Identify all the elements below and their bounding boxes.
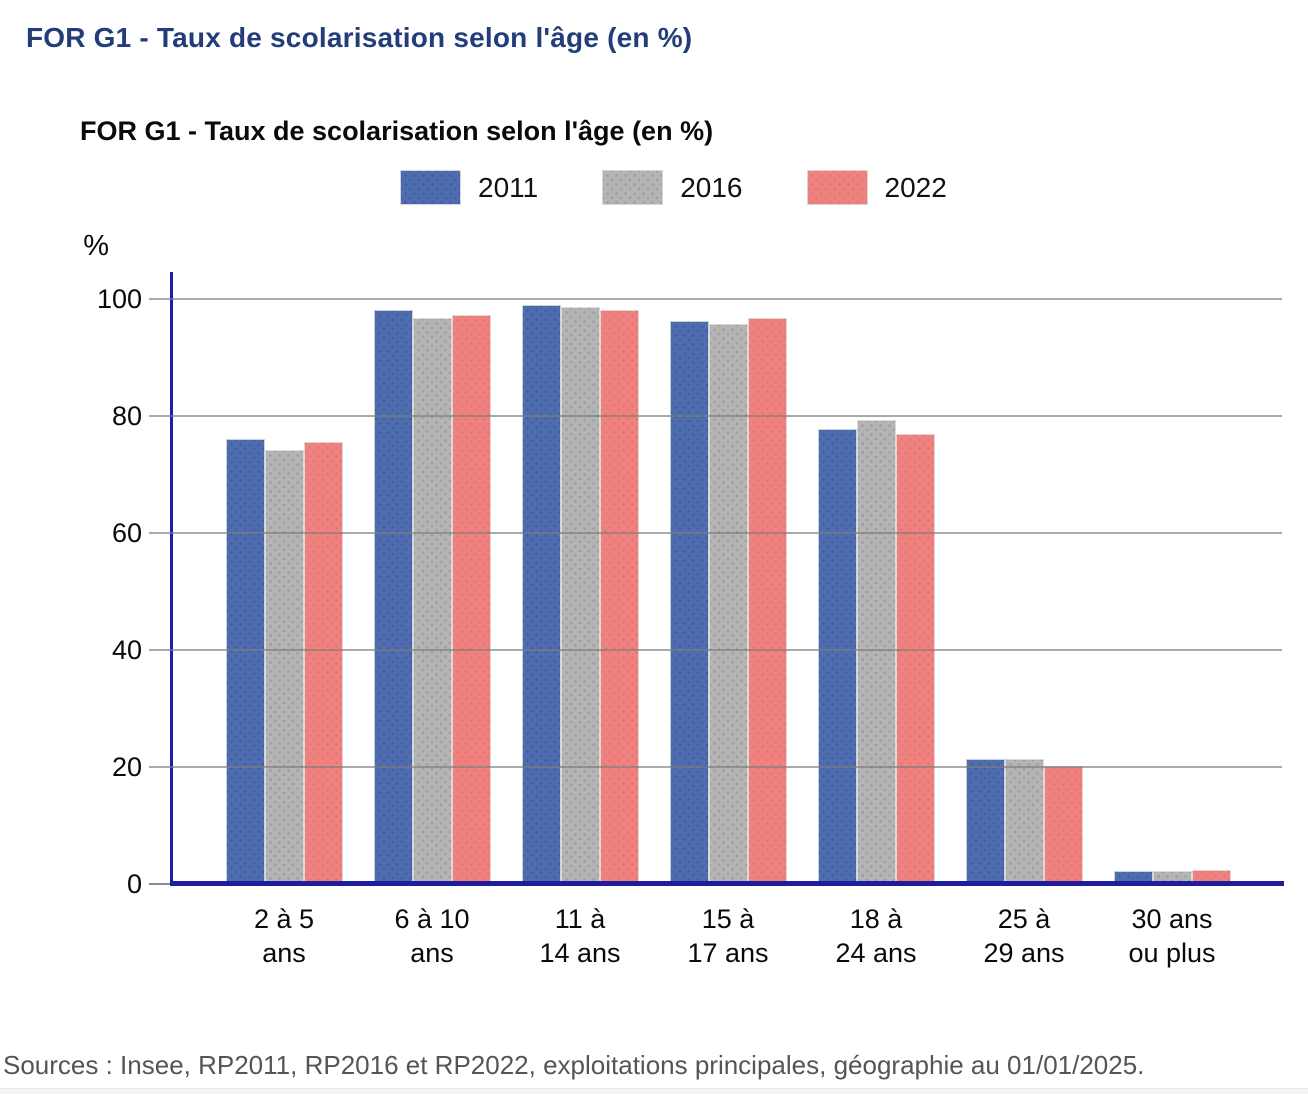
bottom-edge-strip [0,1088,1308,1094]
x-label-line: ou plus [1128,938,1216,968]
y-tick-label-0: 0 [126,869,142,899]
x-axis-line [170,881,1284,886]
gridline-100 [149,298,1282,300]
x-label-line: 2 à 5 [253,904,315,934]
y-tick-label-40: 40 [111,635,142,665]
bar-2011-group-5 [817,428,857,884]
source-text: Sources : Insee, RP2011, RP2016 et RP202… [3,1050,1145,1080]
bar-2022-group-4 [747,318,787,884]
x-label-line: 14 ans [539,938,621,968]
bar-group-6 [950,758,1098,884]
y-tick-label-100: 100 [96,284,142,314]
legend-swatch-2016 [602,170,664,205]
x-label-line: 18 à [849,904,903,934]
bar-2011-group-3 [521,304,561,884]
bar-group-4 [654,318,802,884]
x-axis-labels: 2 à 5 ans 6 à 10 ans 11 à 14 ans 15 à 17 ans 18 … [173,902,1284,970]
x-label-line: 30 ans [1131,904,1213,934]
chart-legend: 2011 2016 2022 [400,170,947,205]
bar-2022-group-3 [599,310,639,884]
bar-2022-group-6 [1043,766,1083,884]
x-label-line: 6 à 10 [394,904,470,934]
gridline-20 [149,766,1282,768]
legend-label-2016: 2016 [680,171,743,203]
x-label-line: 15 à [701,904,755,934]
legend-swatch-2011 [400,170,461,205]
y-tick-label-80: 80 [111,401,142,431]
y-axis-unit-label: % [83,230,109,262]
bar-2016-group-2 [412,317,452,884]
chart-title: FOR G1 - Taux de scolarisation selon l'â… [80,116,714,146]
bar-2016-group-5 [856,419,896,884]
bar-group-1 [210,439,358,884]
x-label-5: 18 à 24 ans [802,902,950,970]
x-label-1: 2 à 5 ans [210,902,358,970]
x-label-2: 6 à 10 ans [358,902,506,970]
bar-2011-group-1 [225,439,265,884]
legend-label-2022: 2022 [884,171,947,203]
bar-group-3 [506,304,654,884]
x-label-4: 15 à 17 ans [654,902,802,970]
bar-2011-group-2 [373,310,413,884]
x-label-line: ans [262,938,306,968]
page-title: FOR G1 - Taux de scolarisation selon l'â… [26,22,693,53]
bar-2016-group-6 [1004,758,1044,884]
y-tick-label-20: 20 [111,752,142,782]
bar-2016-group-3 [560,307,600,884]
legend-label-2011: 2011 [478,171,539,203]
legend-item-2011[interactable]: 2011 [400,170,538,205]
bar-2022-group-5 [895,433,935,884]
legend-item-2016[interactable]: 2016 [602,170,743,205]
gridline-40 [149,649,1282,651]
x-label-line: ans [410,938,454,968]
bar-group-2 [358,310,506,884]
gridline-80 [149,415,1282,417]
y-axis-zero-tick [149,883,171,885]
bars-row [173,272,1284,884]
bar-2011-group-4 [669,321,709,884]
x-label-line: 29 ans [983,938,1065,968]
bar-2022-group-2 [451,315,491,884]
bar-2011-group-7 [1113,870,1153,884]
x-label-3: 11 à 14 ans [506,902,654,970]
bar-2022-group-7 [1191,869,1231,884]
x-label-line: 24 ans [835,938,917,968]
bar-2016-group-7 [1152,870,1192,884]
bar-2016-group-4 [708,324,748,884]
y-tick-label-60: 60 [111,518,142,548]
bar-2016-group-1 [264,449,304,884]
x-label-line: 17 ans [687,938,769,968]
legend-item-2022[interactable]: 2022 [806,170,947,205]
plot-area: % 2 à 5 ans 6 à 10 ans 11 à 14 ans 15 à 17 ans 1… [83,230,1284,968]
x-label-line: 25 à [997,904,1051,934]
bar-group-5 [802,419,950,884]
bar-2011-group-6 [965,758,1005,884]
gridline-60 [149,532,1282,534]
x-label-7: 30 ans ou plus [1098,902,1246,970]
x-label-6: 25 à 29 ans [950,902,1098,970]
legend-swatch-2022 [806,170,868,205]
bar-group-7 [1098,869,1246,884]
bar-2022-group-1 [303,442,343,884]
x-label-line: 11 à [554,904,606,934]
